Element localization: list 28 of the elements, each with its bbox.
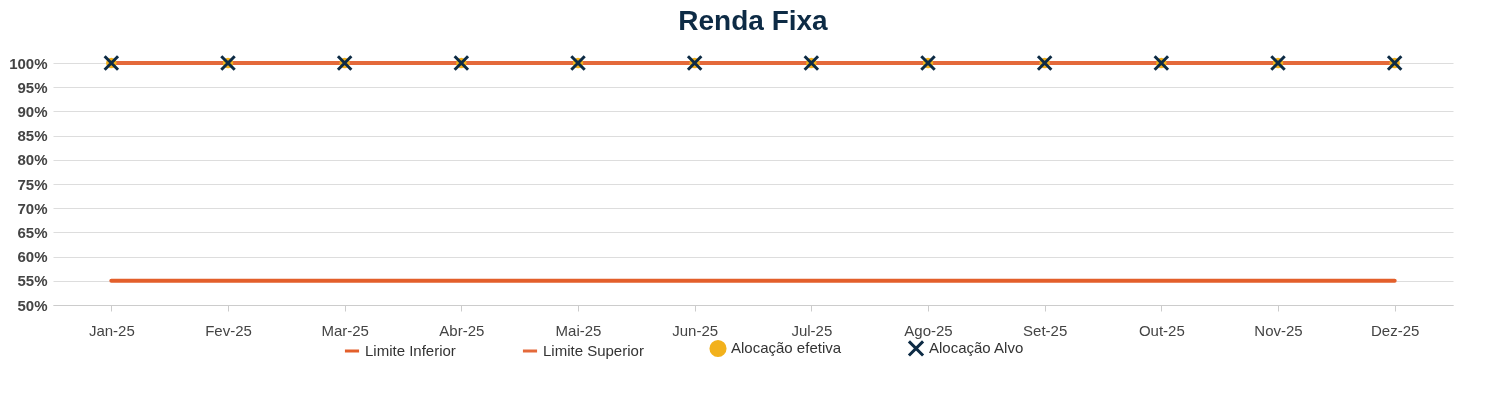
x-tick-label: Jul-25: [791, 321, 833, 339]
x-tick-label: Ago-25: [904, 321, 953, 339]
y-tick-label: 70%: [17, 199, 48, 217]
x-tick-label: Fev-25: [205, 321, 252, 339]
legend-label: Alocação efetiva: [731, 339, 842, 357]
x-tick-label: Jan-25: [88, 321, 135, 339]
y-tick-label: 75%: [17, 175, 48, 193]
y-tick-label: 100%: [9, 54, 48, 72]
x-tick-label: Set-25: [1023, 321, 1068, 339]
y-tick-label: 80%: [17, 151, 48, 169]
legend-label: Limite Inferior: [365, 342, 456, 359]
x-tick-label: Out-25: [1138, 321, 1185, 339]
y-tick-label: 60%: [17, 248, 48, 266]
x-tick-label: Abr-25: [439, 321, 485, 339]
y-tick-label: 85%: [17, 127, 48, 145]
legend-label: Limite Superior: [543, 342, 644, 359]
x-tick-label: Jun-25: [672, 321, 719, 339]
y-tick-label: 55%: [17, 272, 48, 290]
x-tick-label: Mar-25: [321, 321, 369, 339]
x-tick-label: Nov-25: [1254, 321, 1303, 339]
y-tick-label: 50%: [17, 296, 48, 314]
y-tick-label: 90%: [17, 102, 48, 120]
x-tick-label: Mai-25: [555, 321, 602, 339]
legend-label: Alocação Alvo: [929, 339, 1024, 357]
x-tick-label: Dez-25: [1370, 321, 1420, 339]
y-tick-label: 95%: [17, 78, 48, 96]
chart-title: Renda Fixa: [678, 5, 829, 37]
y-tick-label: 65%: [17, 223, 48, 241]
